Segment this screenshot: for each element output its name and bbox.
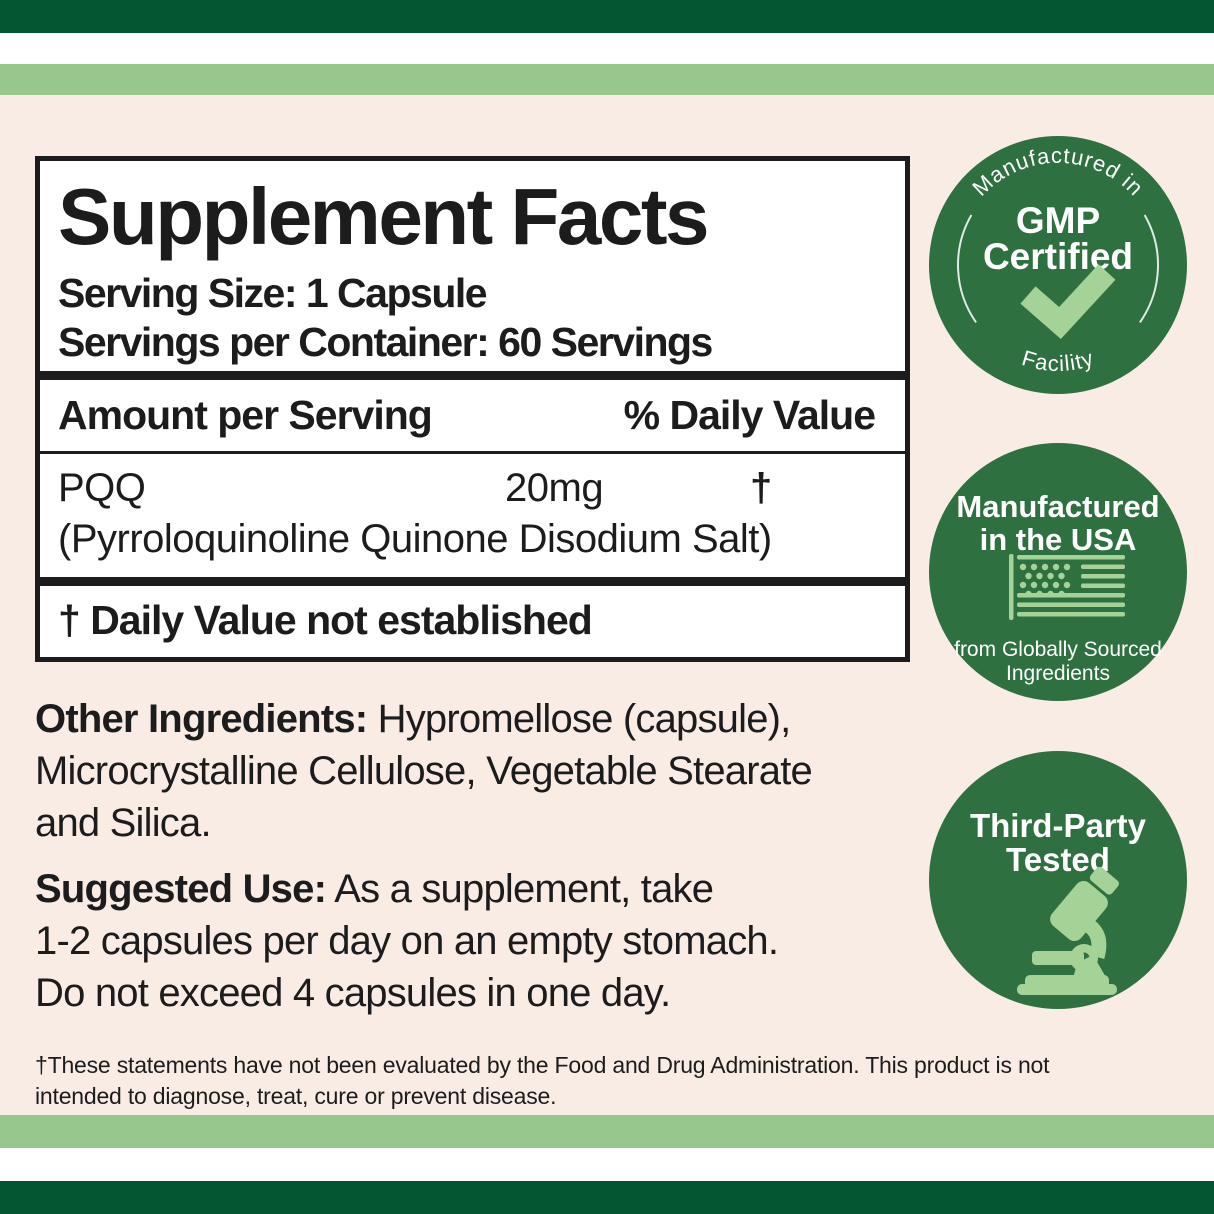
usa-sub-line2: Ingredients [1006, 662, 1110, 685]
suggested-use-section: Suggested Use: As a supplement, take 1-2… [35, 863, 925, 1019]
servings-per-container: Servings per Container: 60 Servings [58, 319, 713, 365]
tested-title-line1: Third-Party [970, 807, 1147, 844]
tested-badge-graphic: Third-Party Tested [929, 751, 1187, 1009]
gmp-certified-badge: Manufactured in Facility GMP Certified [929, 136, 1187, 394]
other-ingredients-label: Other Ingredients: [35, 697, 368, 741]
suggested-use-line: Suggested Use: As a supplement, take [35, 863, 925, 915]
usa-title-line1: Manufactured [956, 489, 1159, 524]
divider [40, 371, 905, 380]
made-in-usa-badge: Manufactured in the USA from Globally So… [929, 443, 1187, 701]
ingredient-main-line: PQQ 20mg † [58, 463, 887, 514]
other-ingredients-text: Hypromellose (capsule), [367, 697, 792, 741]
supplement-facts-panel: Supplement Facts Serving Size: 1 Capsule… [35, 156, 910, 662]
divider [40, 451, 905, 454]
badge-circle [929, 443, 1187, 701]
top-stripe-white [0, 33, 1214, 64]
fda-disclaimer: †These statements have not been evaluate… [35, 1050, 1165, 1112]
tested-title-line2: Tested [1006, 841, 1110, 878]
checkmark-icon [1020, 264, 1116, 340]
ingredient-amount: 20mg [505, 466, 604, 510]
third-party-tested-badge: Third-Party Tested [929, 751, 1187, 1009]
fda-disclaimer-line: intended to diagnose, treat, cure or pre… [35, 1083, 557, 1109]
daily-value-footnote: † Daily Value not established [58, 597, 593, 643]
top-stripe-light-green [0, 64, 1214, 95]
usa-title-line2: in the USA [980, 522, 1137, 557]
gmp-badge-graphic: Manufactured in Facility GMP Certified [929, 136, 1187, 394]
divider [40, 577, 905, 586]
other-ingredients-section: Other Ingredients: Hypromellose (capsule… [35, 693, 925, 849]
bottom-stripe-light-green [0, 1115, 1214, 1148]
bottom-stripe-white [0, 1148, 1214, 1181]
suggested-use-text: As a supplement, take [326, 867, 714, 911]
gmp-title-line2: Certified [983, 236, 1133, 277]
facts-header: Supplement Facts Serving Size: 1 Capsule… [40, 161, 905, 371]
usa-badge-graphic: Manufactured in the USA from Globally So… [929, 443, 1187, 701]
suggested-use-label: Suggested Use: [35, 867, 327, 911]
ingredient-dv: † [750, 466, 772, 510]
badge-circle [929, 751, 1187, 1009]
amount-per-serving-header: Amount per Serving [58, 392, 433, 438]
amount-header-row: Amount per Serving % Daily Value [40, 380, 905, 451]
seal-arc-right [1139, 214, 1159, 323]
bottom-stripe-dark-green [0, 1181, 1214, 1214]
badge-circle [929, 136, 1187, 394]
other-ingredients-line: Other Ingredients: Hypromellose (capsule… [35, 693, 925, 745]
other-ingredients-line: Microcrystalline Cellulose, Vegetable St… [35, 749, 813, 793]
other-ingredients-line: and Silica. [35, 801, 212, 845]
facts-title: Supplement Facts [58, 172, 710, 261]
fda-disclaimer-line: †These statements have not been evaluate… [35, 1052, 1050, 1078]
usa-sub-line1: from Globally Sourced [954, 638, 1162, 661]
suggested-use-line: Do not exceed 4 capsules in one day. [35, 971, 671, 1015]
ingredient-row: PQQ 20mg † (Pyrroloquinoline Quinone Dis… [40, 454, 905, 577]
usa-flag-icon [1009, 554, 1125, 620]
seal-arc-left [957, 214, 977, 323]
suggested-use-line: 1-2 capsules per day on an empty stomach… [35, 919, 779, 963]
ingredient-name: PQQ [58, 466, 146, 510]
ingredient-detail: (Pyrroloquinoline Quinone Disodium Salt) [58, 517, 772, 561]
microscope-icon [1017, 866, 1119, 995]
daily-value-header: % Daily Value [623, 392, 876, 438]
top-stripe-dark-green [0, 0, 1214, 33]
serving-size: Serving Size: 1 Capsule [58, 270, 488, 316]
gmp-title-line1: GMP [1016, 200, 1100, 241]
